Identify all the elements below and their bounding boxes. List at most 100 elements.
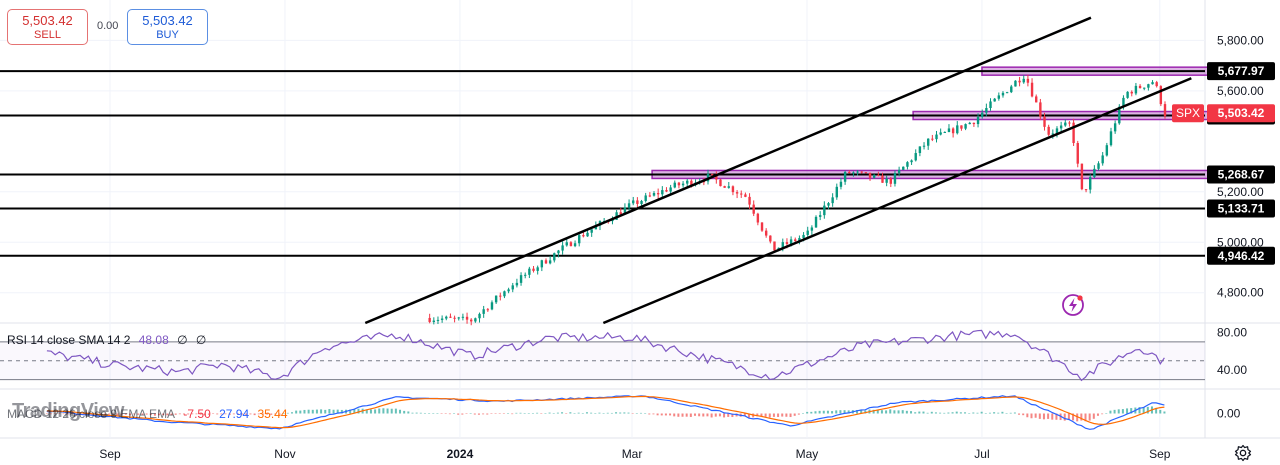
candle-body[interactable] [981, 112, 984, 117]
candle-body[interactable] [548, 260, 552, 264]
candle-body[interactable] [1109, 131, 1113, 146]
candle-body[interactable] [1097, 163, 1100, 169]
candle-body[interactable] [673, 182, 676, 188]
candle-body[interactable] [1151, 82, 1154, 85]
candle-body[interactable] [1143, 87, 1146, 89]
candle-body[interactable] [1001, 92, 1005, 96]
candle-body[interactable] [885, 178, 888, 183]
candle-body[interactable] [582, 235, 585, 237]
candle-body[interactable] [951, 128, 955, 134]
candle-body[interactable] [461, 316, 465, 318]
candle-body[interactable] [1026, 78, 1030, 83]
candle-body[interactable] [561, 245, 564, 251]
candle-body[interactable] [486, 309, 490, 311]
candle-body[interactable] [881, 175, 884, 183]
candle-body[interactable] [748, 196, 751, 205]
candle-body[interactable] [968, 122, 971, 125]
candle-body[interactable] [1101, 155, 1104, 164]
candle-body[interactable] [677, 182, 681, 186]
candle-body[interactable] [1147, 84, 1150, 88]
candle-body[interactable] [764, 230, 768, 236]
candle-body[interactable] [636, 200, 639, 204]
candle-body[interactable] [723, 186, 726, 188]
candle-body[interactable] [503, 291, 506, 297]
channel-trendline[interactable] [364, 16, 1092, 325]
candle-body[interactable] [1051, 133, 1055, 135]
candle-body[interactable] [1163, 104, 1167, 117]
sell-button[interactable]: 5,503.42 SELL [7, 9, 88, 45]
candle-body[interactable] [436, 319, 440, 321]
candle-body[interactable] [715, 174, 718, 180]
macd-signal-line[interactable] [46, 395, 1165, 429]
candle-body[interactable] [661, 190, 664, 195]
candle-body[interactable] [499, 295, 502, 297]
candle-body[interactable] [515, 282, 519, 286]
candle-body[interactable] [976, 116, 980, 125]
candle-body[interactable] [918, 146, 922, 154]
candle-body[interactable] [665, 190, 668, 192]
candle-body[interactable] [839, 181, 843, 187]
candle-body[interactable] [465, 316, 469, 320]
candle-body[interactable] [843, 171, 847, 182]
candle-body[interactable] [794, 239, 797, 241]
channel-trendline[interactable] [602, 77, 1192, 325]
candle-body[interactable] [1068, 122, 1071, 124]
candle-body[interactable] [956, 125, 959, 134]
candle-body[interactable] [1105, 145, 1109, 156]
candle-body[interactable] [457, 317, 460, 319]
candle-body[interactable] [769, 235, 772, 242]
candle-body[interactable] [856, 171, 859, 173]
candle-body[interactable] [573, 243, 577, 247]
candle-body[interactable] [989, 101, 992, 109]
candle-body[interactable] [1113, 123, 1117, 132]
candle-body[interactable] [611, 219, 614, 222]
candle-body[interactable] [985, 108, 988, 113]
candle-body[interactable] [507, 289, 510, 292]
candle-body[interactable] [627, 203, 631, 208]
candle-body[interactable] [449, 316, 452, 318]
candle-body[interactable] [490, 302, 494, 310]
candle-body[interactable] [872, 174, 876, 178]
candle-body[interactable] [1076, 143, 1079, 164]
candle-body[interactable] [756, 213, 760, 223]
candle-body[interactable] [827, 203, 830, 206]
candle-body[interactable] [632, 200, 635, 204]
candle-body[interactable] [818, 215, 822, 217]
candle-body[interactable] [740, 193, 743, 195]
candle-body[interactable] [1010, 86, 1013, 93]
candle-body[interactable] [902, 166, 905, 170]
candle-body[interactable] [1030, 82, 1034, 97]
candle-body[interactable] [590, 229, 593, 233]
candle-body[interactable] [960, 125, 963, 129]
candle-body[interactable] [1022, 78, 1025, 83]
candle-body[interactable] [478, 313, 481, 319]
candle-body[interactable] [823, 205, 826, 216]
candle-body[interactable] [893, 173, 897, 184]
candle-body[interactable] [1014, 80, 1017, 87]
candle-body[interactable] [931, 138, 934, 140]
candle-body[interactable] [906, 162, 909, 167]
candle-body[interactable] [997, 95, 1001, 99]
candle-body[interactable] [1080, 163, 1084, 190]
buy-button[interactable]: 5,503.42 BUY [127, 9, 208, 45]
candle-body[interactable] [619, 212, 622, 215]
candle-body[interactable] [474, 318, 477, 322]
candle-body[interactable] [640, 200, 643, 204]
candle-body[interactable] [831, 197, 834, 204]
candle-body[interactable] [544, 260, 548, 264]
candle-body[interactable] [565, 242, 568, 246]
candle-body[interactable] [686, 180, 689, 184]
candle-body[interactable] [848, 171, 851, 173]
candle-body[interactable] [752, 204, 755, 214]
candle-body[interactable] [802, 234, 805, 239]
candle-body[interactable] [1005, 92, 1009, 94]
candle-body[interactable] [1159, 86, 1163, 105]
candle-body[interactable] [1055, 128, 1059, 134]
candle-body[interactable] [586, 232, 589, 237]
candle-body[interactable] [1035, 96, 1038, 103]
candle-body[interactable] [719, 179, 722, 187]
candle-body[interactable] [1084, 189, 1088, 191]
candle-body[interactable] [1047, 126, 1050, 135]
candle-body[interactable] [1122, 97, 1125, 107]
candle-body[interactable] [910, 160, 913, 163]
